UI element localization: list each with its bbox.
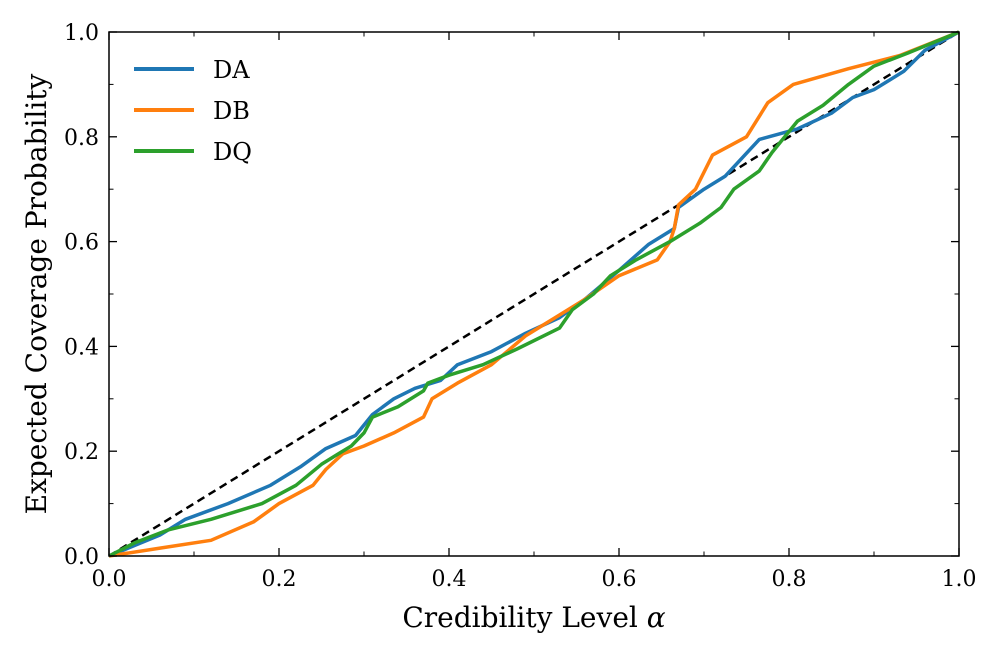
y-tick-label: 0.6: [64, 231, 99, 256]
y-tick-label: 0.4: [64, 335, 99, 360]
y-tick-label: 1.0: [64, 21, 99, 46]
y-tick-label: 0.8: [64, 126, 99, 151]
legend-label-dq: DQ: [213, 138, 252, 166]
y-tick-label: 0.0: [64, 545, 99, 570]
x-tick-label: 0.8: [772, 567, 807, 592]
x-tick-label: 0.4: [432, 567, 467, 592]
series-layer: [108, 30, 960, 558]
series-line-dq: [108, 30, 960, 558]
series-line-db: [108, 30, 960, 558]
x-tick-label: 0.2: [262, 567, 297, 592]
legend-label-da: DA: [213, 56, 250, 84]
y-axis-label: Expected Coverage Probability: [20, 73, 53, 514]
y-tick-label: 0.2: [64, 440, 99, 465]
legend: DA DB DQ: [134, 56, 252, 166]
ticks-layer: 0.0 0.2 0.4 0.6 0.8 1.0 0.0 0.2 0.4 0.6 0.8 1.0: [64, 21, 977, 592]
x-axis-label: Credibility Level α: [402, 601, 665, 634]
x-tick-label: 0.6: [602, 567, 637, 592]
x-tick-label: 1.0: [942, 567, 977, 592]
legend-label-db: DB: [213, 97, 250, 125]
x-tick-label: 0.0: [92, 567, 127, 592]
